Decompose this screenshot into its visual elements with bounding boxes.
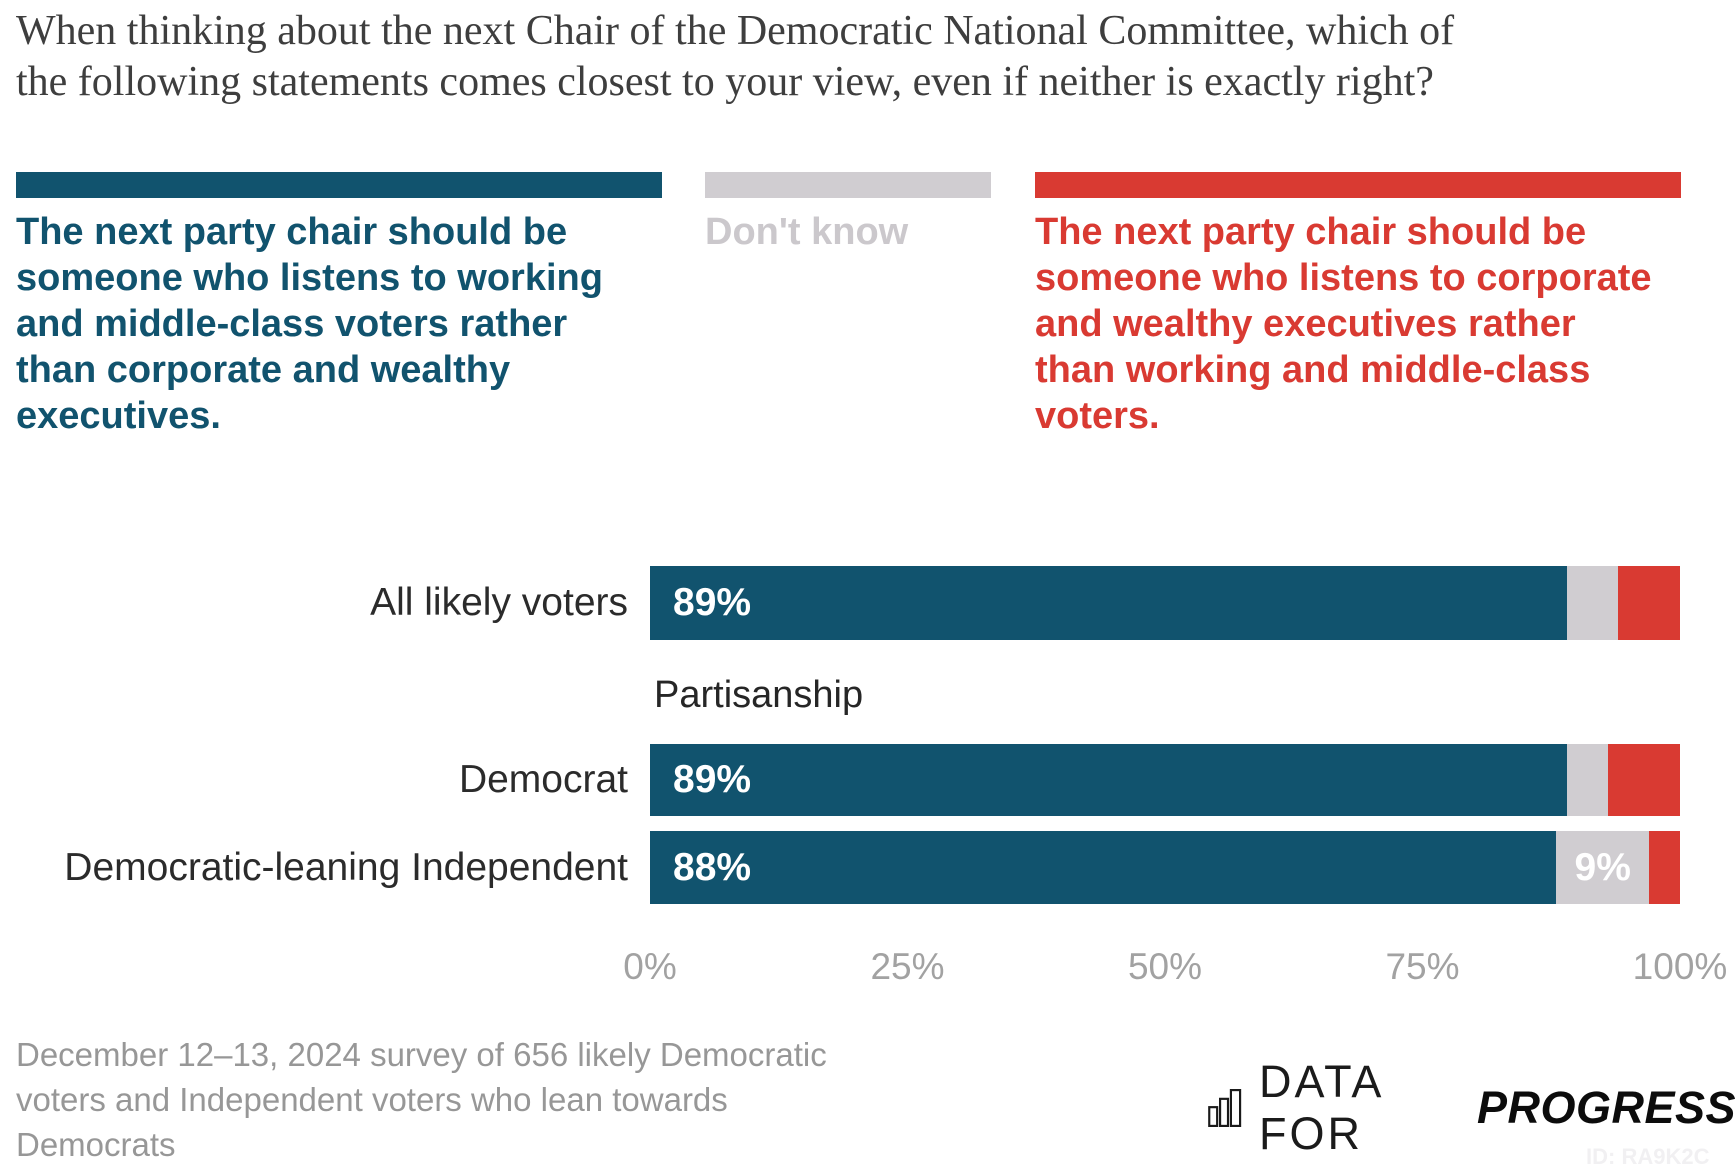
bar-row: 89% bbox=[650, 566, 1680, 640]
bar-segment: 88% bbox=[650, 831, 1557, 904]
bar-segment bbox=[1618, 566, 1680, 640]
dfp-logo: DATA FOR PROGRESS bbox=[1208, 1056, 1736, 1160]
x-axis-tick-label: 50% bbox=[1127, 946, 1203, 987]
category-label: All likely voters bbox=[370, 581, 628, 624]
bar-segment bbox=[1566, 744, 1608, 816]
bar-row: 88% 9% bbox=[650, 831, 1680, 904]
bar-segment: 9% bbox=[1556, 831, 1650, 904]
category-label: Democratic-leaning Independent bbox=[64, 845, 628, 889]
legend-swatch-red bbox=[1035, 172, 1681, 198]
category-label: Democrat bbox=[458, 758, 628, 801]
bar-segment bbox=[1649, 831, 1680, 904]
logo-text-progress: PROGRESS bbox=[1476, 1082, 1736, 1133]
x-axis-tick-label: 100% bbox=[1632, 946, 1728, 987]
bar-value-label: 89% bbox=[673, 581, 752, 624]
bar-segment bbox=[1566, 566, 1619, 640]
legend-swatch-gray bbox=[705, 172, 991, 198]
x-axis-tick-label: 25% bbox=[870, 946, 945, 987]
legend-item-dont-know: Don't know bbox=[705, 172, 991, 255]
legend-item-working-class: The next party chair should be someone w… bbox=[16, 172, 662, 439]
legend-swatch-blue bbox=[16, 172, 662, 198]
logo-text-data-for: DATA FOR bbox=[1259, 1056, 1382, 1159]
bar-value-label: 9% bbox=[1574, 845, 1631, 889]
bar-segment: 89% bbox=[650, 744, 1567, 816]
source-note: December 12–13, 2024 survey of 656 likel… bbox=[16, 1036, 827, 1163]
bar-chart-icon bbox=[1208, 1089, 1242, 1127]
section-label-partisanship: Partisanship bbox=[654, 674, 864, 716]
legend-label-dont-know: Don't know bbox=[705, 211, 909, 253]
legend: The next party chair should be someone w… bbox=[0, 172, 1736, 462]
x-axis-tick-label: 75% bbox=[1385, 946, 1460, 987]
x-axis-tick-label: 0% bbox=[623, 946, 677, 987]
bar-segment: 89% bbox=[650, 566, 1567, 640]
legend-label-corporate: The next party chair should be someone w… bbox=[1035, 211, 1652, 437]
bar-value-label: 89% bbox=[673, 758, 752, 801]
bar-value-label: 88% bbox=[673, 845, 752, 889]
question-title: When thinking about the next Chair of th… bbox=[16, 8, 1455, 105]
bar-segment bbox=[1607, 744, 1680, 816]
legend-item-corporate: The next party chair should be someone w… bbox=[1035, 172, 1681, 439]
chart-id: ID: RA9K2C bbox=[1586, 1144, 1710, 1169]
bar-row: 89% bbox=[650, 744, 1680, 816]
legend-label-working-class: The next party chair should be someone w… bbox=[16, 211, 603, 437]
